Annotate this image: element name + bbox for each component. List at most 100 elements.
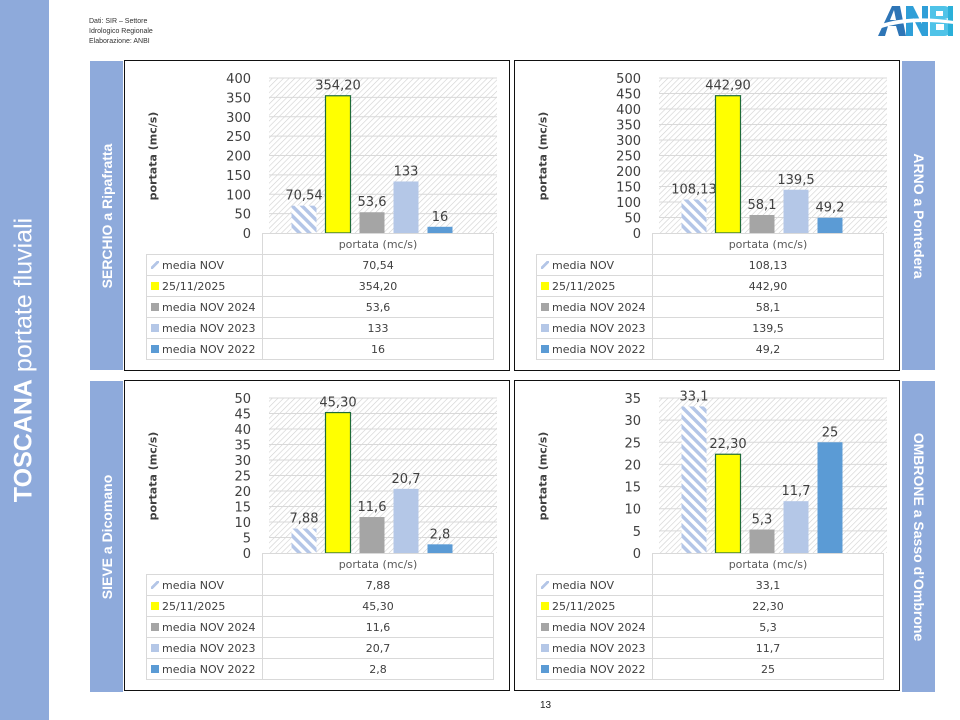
table-corner [537,554,653,575]
y-axis-label-text: portata (mc/s) [146,111,160,200]
legend-entry: 25/11/2025 [536,275,653,297]
station-label-serchio: SERCHIO a Ripafratta [90,61,123,370]
station-label-arno: ARNO a Pontedera [902,61,935,370]
legend-key-icon [151,302,159,311]
page-title-region: TOSCANA [9,379,38,503]
legend-key-icon [541,344,549,353]
station-label-sieve: SIEVE a Dicomano [90,381,123,692]
chart-panel-ombrone: 0 5 10 15 20 25 30 35 33,1 22,30 5,3 11,7 25 portata … [514,380,900,691]
data-table: portata (mc/s) media NOV 108,13 25/11/2025 4… [536,233,884,360]
bar-nov2022 [817,217,843,233]
legend-label: media NOV 2022 [162,662,256,676]
y-axis-label-text: portata (mc/s) [536,111,550,200]
y-tick-label: 100 [226,188,251,203]
legend-entry: media NOV [146,254,263,276]
table-row: media NOV 2022 16 [146,338,494,360]
page-title-band: TOSCANA portate fluviali [0,0,49,720]
table-value: 70,54 [262,254,494,276]
bar-nov2023 [783,189,809,233]
data-table: portata (mc/s) media NOV 70,54 25/11/2025 35… [146,233,494,360]
bar-nov2023 [393,488,419,553]
table-row: 25/11/2025 354,20 [146,275,494,297]
data-label: 70,54 [285,189,322,204]
y-tick-label: 100 [616,196,641,211]
legend-key-icon [541,302,549,311]
legend-entry: media NOV 2023 [146,317,263,339]
table-row: media NOV 2024 58,1 [536,296,884,318]
legend-key-icon [541,601,549,610]
y-tick-label: 0 [633,227,641,242]
legend-key-icon [151,664,159,673]
legend-key-icon [541,643,549,652]
table-value: 11,7 [652,637,884,659]
data-label: 58,1 [748,198,777,213]
station-label-ombrone: OMBRONE a Sasso d’Ombrone [902,381,935,692]
legend-entry: 25/11/2025 [146,275,263,297]
legend-key-icon [151,622,159,631]
station-name: ARNO a Pontedera [910,152,927,279]
table-row: media NOV 70,54 [146,254,494,276]
anbi-logo [876,6,954,36]
chart-panel-sieve: 0 5 10 15 20 25 30 35 40 45 50 7,88 45,30 11,6 20,7 2,8… [124,380,510,691]
legend-key-icon [151,260,159,269]
data-label: 22,30 [709,437,746,452]
source-line: Dati: SIR – Settore [89,18,148,25]
y-tick-label: 350 [226,91,251,106]
table-row: media NOV 7,88 [146,574,494,596]
legend-key-icon [541,622,549,631]
y-tick-label: 5 [243,532,251,547]
table-value: 49,2 [652,338,884,360]
y-tick-label: 350 [616,119,641,134]
legend-label: media NOV [552,578,614,592]
data-label: 7,88 [290,512,319,527]
data-label: 5,3 [752,513,773,528]
bar-media-nov [291,528,317,553]
bar-date [324,411,352,554]
y-axis-label-text: portata (mc/s) [146,431,160,520]
y-tick-label: 35 [624,392,641,407]
legend-key-icon [541,580,549,589]
legend-label: media NOV 2023 [162,641,256,655]
y-tick-label: 300 [616,134,641,149]
chart-plot: 0 50 100 150 200 250 300 350 400 70,54 354,20 53,6 1… [226,72,497,242]
data-label: 108,13 [671,182,717,197]
y-axis-label: portata (mc/s) [523,78,563,233]
y-tick-label: 400 [226,72,251,87]
legend-entry: media NOV [146,574,263,596]
bar-nov2022 [427,226,453,233]
legend-label: media NOV 2023 [552,641,646,655]
legend-label: media NOV 2022 [162,342,256,356]
y-tick-label: 30 [624,414,641,429]
legend-label: media NOV 2022 [552,662,646,676]
legend-entry: 25/11/2025 [536,595,653,617]
y-tick-label: 45 [234,408,251,423]
data-label: 33,1 [680,389,709,404]
station-name: SIEVE a Dicomano [98,474,115,599]
y-axis-label: portata (mc/s) [133,398,173,553]
legend-key-icon [541,323,549,332]
table-row: media NOV 2023 11,7 [536,637,884,659]
table-value: 33,1 [652,574,884,596]
page-title: TOSCANA portate fluviali [10,218,39,502]
data-label: 11,7 [782,484,811,499]
y-tick-label: 30 [234,454,251,469]
bar-nov2024 [359,212,385,233]
legend-entry: media NOV 2023 [536,637,653,659]
table-value: 7,88 [262,574,494,596]
table-row: media NOV 108,13 [536,254,884,276]
data-label: 354,20 [315,79,361,94]
table-value: 354,20 [262,275,494,297]
bar-nov2024 [749,214,775,233]
legend-label: 25/11/2025 [552,279,616,293]
y-tick-label: 150 [616,181,641,196]
y-tick-label: 250 [226,130,251,145]
bar-nov2024 [749,529,775,553]
data-table: portata (mc/s) media NOV 7,88 25/11/2025 45,… [146,553,494,680]
y-tick-label: 15 [624,481,641,496]
legend-key-icon [151,344,159,353]
y-axis-label-text: portata (mc/s) [536,431,550,520]
legend-key-icon [151,323,159,332]
y-tick-label: 25 [624,436,641,451]
